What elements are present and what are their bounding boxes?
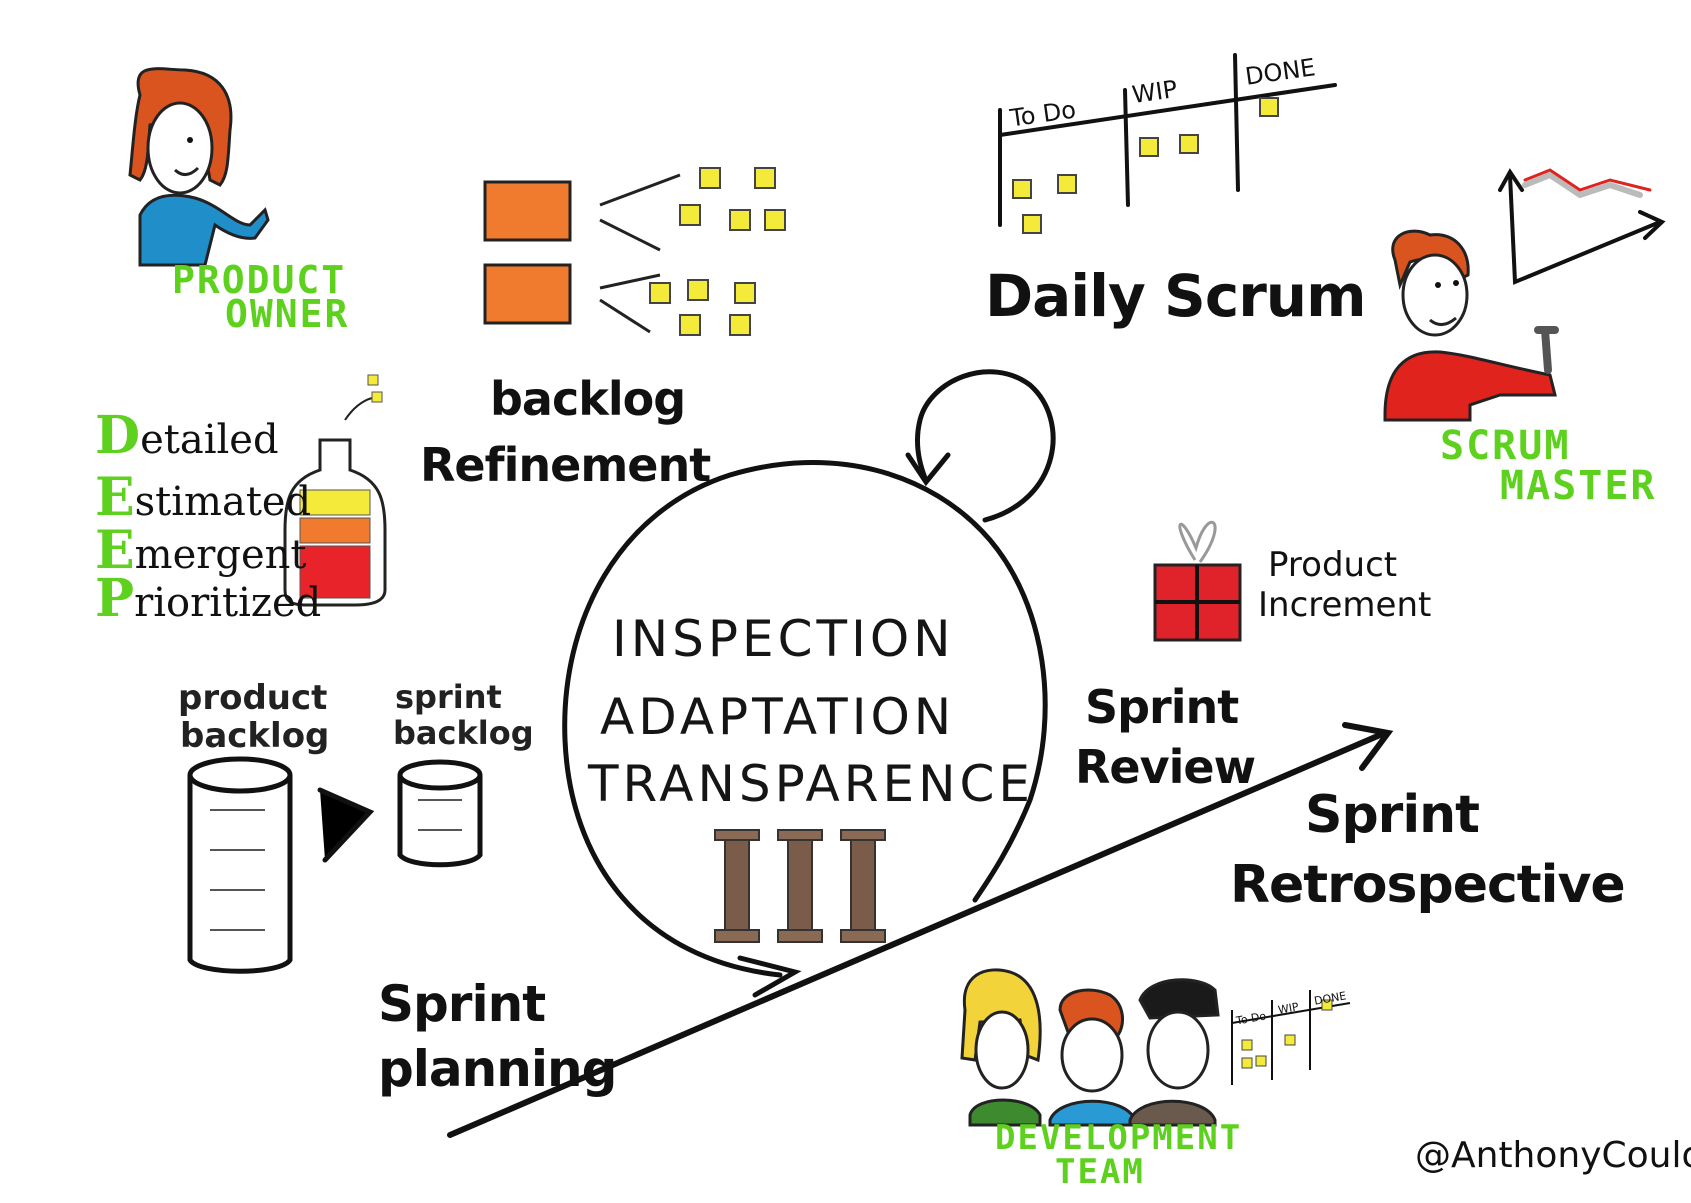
- sprint-planning-label-line1: Sprint: [378, 975, 546, 1033]
- deep-detailed: Detailed: [95, 405, 279, 466]
- sprint-backlog-label-line1: sprint: [395, 678, 502, 716]
- bottle-icon: [283, 374, 387, 607]
- sprint-backlog-label-line2: backlog: [393, 714, 534, 752]
- product-backlog-label-line2: backlog: [180, 716, 330, 756]
- backlog-refinement-label-line1: backlog: [490, 372, 686, 426]
- development-team-label-line1: DEVELOPMENT: [995, 1118, 1243, 1158]
- deep-rest: stimated: [134, 479, 312, 525]
- sprint-planning-label-line2: planning: [378, 1040, 617, 1098]
- product-owner-label-line1: PRODUCT: [172, 258, 347, 302]
- deep-initial: E: [95, 467, 135, 528]
- deep-initial: D: [95, 405, 141, 466]
- sticky-note-icon: [649, 167, 786, 336]
- scrum-master-label-line2: MASTER: [1500, 463, 1657, 509]
- sprint-timeline-arrow: [447, 722, 1394, 1138]
- person-icon: [128, 67, 270, 267]
- chart-icon: [1498, 168, 1666, 285]
- sticky-note-icon: [1241, 999, 1333, 1069]
- product-owner-label-line2: OWNER: [225, 292, 350, 336]
- deep-prioritized: Prioritized: [95, 568, 321, 629]
- person-icon: [1383, 229, 1559, 422]
- daily-board: [998, 53, 1337, 227]
- cylinder-icon: [187, 756, 293, 974]
- sprint-retrospective-label-line1: Sprint: [1305, 785, 1480, 845]
- deep-rest: mergent: [134, 532, 307, 578]
- daily-loop-arrow: [905, 369, 1056, 523]
- product-backlog-label-line1: product: [178, 678, 328, 718]
- backlog-refinement-label-line2: Refinement: [420, 438, 711, 492]
- development-team-label-line2: TEAM: [1055, 1152, 1145, 1192]
- scrum-master-label-line1: SCRUM: [1440, 423, 1571, 469]
- product-increment-label-line2: Increment: [1258, 585, 1432, 625]
- author-credit: @AnthonyCoulon: [1415, 1135, 1691, 1176]
- pillar-inspection: INSPECTION: [612, 610, 955, 668]
- product-increment-label-line1: Product: [1268, 545, 1398, 585]
- sprint-loop-circle: [562, 460, 1048, 998]
- backlog-link: [317, 787, 375, 863]
- sticky-note-icon: [1012, 97, 1279, 234]
- sprint-review-label-line1: Sprint: [1085, 680, 1239, 734]
- refinement-cards: [483, 173, 681, 334]
- pillar-transparence: TRANSPARENCE: [588, 755, 1034, 813]
- sprint-retrospective-label-line2: Retrospective: [1230, 855, 1626, 915]
- person-icon: [1048, 988, 1137, 1127]
- cylinder-icon: [397, 759, 483, 868]
- column-icon: [714, 829, 886, 943]
- sprint-review-label-line2: Review: [1075, 740, 1256, 794]
- deep-emergent: Emergent: [95, 520, 306, 581]
- deep-initial: P: [95, 568, 135, 629]
- person-icon: [1128, 978, 1220, 1127]
- daily-scrum-label: Daily Scrum: [985, 262, 1367, 330]
- person-icon: [960, 968, 1042, 1127]
- deep-estimated: Estimated: [95, 467, 311, 528]
- deep-rest: etailed: [140, 417, 279, 463]
- gift-icon: [1153, 520, 1242, 642]
- deep-rest: rioritized: [134, 580, 322, 626]
- deep-initial: E: [95, 520, 135, 581]
- pillar-adaptation: ADAPTATION: [600, 688, 956, 746]
